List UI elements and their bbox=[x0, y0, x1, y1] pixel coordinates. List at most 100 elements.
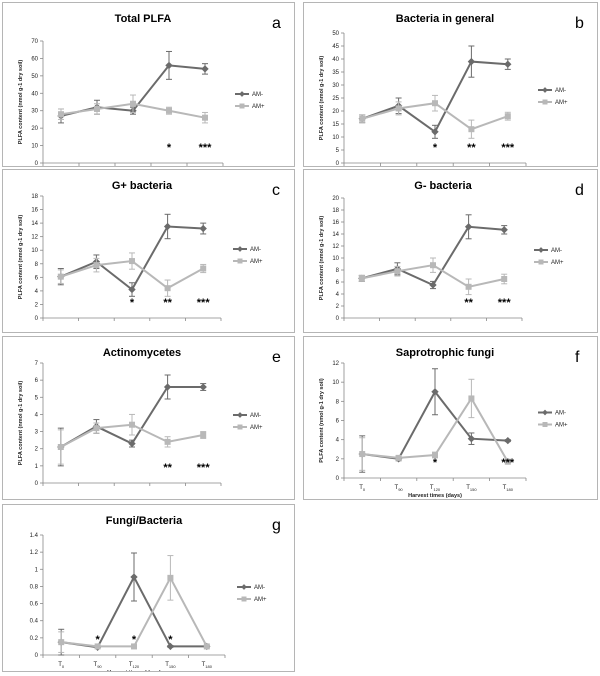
significance-marker: * bbox=[433, 457, 438, 469]
y-tick-label: 6 bbox=[336, 280, 340, 286]
y-tick-label: 1.4 bbox=[30, 533, 39, 539]
y-tick-label: 16 bbox=[31, 208, 38, 214]
data-point-AM+ bbox=[200, 265, 207, 272]
data-point-AM+ bbox=[432, 100, 438, 107]
data-point-AM+ bbox=[395, 105, 402, 112]
chart-title: Bacteria in general bbox=[396, 13, 494, 25]
y-tick-label: 14 bbox=[332, 232, 339, 238]
legend-label: AM+ bbox=[551, 260, 564, 266]
y-tick-label: 1 bbox=[35, 464, 39, 470]
y-tick-label: 18 bbox=[31, 194, 38, 200]
significance-marker: *** bbox=[498, 297, 512, 309]
data-point-AM+ bbox=[57, 444, 64, 450]
significance-marker: * bbox=[433, 142, 438, 154]
data-point-AM+ bbox=[468, 126, 475, 133]
legend-label: AM+ bbox=[254, 597, 267, 603]
x-axis-label: Harvest times (days) bbox=[107, 670, 161, 671]
y-tick-label: 20 bbox=[31, 126, 38, 132]
panel-letter: a bbox=[272, 15, 281, 32]
data-point-AM- bbox=[199, 383, 207, 391]
legend-marker bbox=[538, 247, 544, 253]
significance-marker: *** bbox=[199, 142, 213, 154]
legend-marker bbox=[241, 596, 247, 602]
data-point-AM+ bbox=[200, 432, 207, 438]
legend-label: AM- bbox=[555, 411, 566, 417]
y-tick-label: 12 bbox=[31, 235, 38, 241]
legend-marker bbox=[542, 99, 548, 105]
data-point-AM+ bbox=[93, 425, 100, 432]
data-point-AM+ bbox=[130, 100, 136, 107]
x-tick-label: T0 bbox=[359, 485, 366, 492]
x-tick-label: T120 bbox=[430, 485, 441, 492]
data-point-AM+ bbox=[93, 262, 100, 269]
y-tick-label: 20 bbox=[332, 196, 339, 202]
y-tick-label: 1 bbox=[35, 567, 39, 573]
data-point-AM+ bbox=[465, 283, 472, 290]
y-tick-label: 0 bbox=[35, 653, 39, 659]
y-tick-label: 0 bbox=[336, 161, 340, 166]
y-tick-label: 2 bbox=[35, 447, 39, 453]
y-axis-label: PLFA content (nmol g-1 dry soil) bbox=[319, 378, 325, 463]
panel-letter: f bbox=[575, 349, 580, 366]
y-tick-label: 10 bbox=[31, 248, 38, 254]
chart-svg: Fungi/Bacteria g 0 0.2 0.4 0.6 0.8 1 1.2 1.4 T0 T90… bbox=[30, 515, 281, 671]
x-tick-label: T120 bbox=[129, 662, 140, 669]
significance-marker: ** bbox=[163, 462, 172, 474]
y-tick-label: 0.2 bbox=[30, 636, 39, 642]
data-point-AM+ bbox=[57, 273, 64, 280]
data-point-AM+ bbox=[164, 438, 171, 445]
significance-marker: * bbox=[132, 634, 137, 646]
legend-marker bbox=[237, 246, 243, 252]
y-tick-label: 2 bbox=[336, 304, 340, 310]
panel-actinomycetes: Actinomycetes e 0 1 2 3 4 5 6 7 PLFA content (nmol… bbox=[2, 336, 295, 500]
chart-title: Fungi/Bacteria bbox=[106, 515, 183, 527]
y-tick-label: 0 bbox=[35, 316, 39, 322]
legend-marker bbox=[542, 87, 548, 93]
y-tick-label: 14 bbox=[31, 221, 38, 227]
y-axis-label: PLFA content (nmol g-1 dry soil) bbox=[18, 60, 24, 145]
data-point-AM+ bbox=[504, 458, 511, 465]
y-tick-label: 30 bbox=[31, 109, 38, 115]
data-point-AM+ bbox=[501, 276, 508, 282]
significance-marker: *** bbox=[197, 297, 211, 309]
y-tick-label: 40 bbox=[332, 57, 339, 63]
data-point-AM- bbox=[130, 573, 138, 581]
panel-letter: d bbox=[575, 182, 584, 199]
chart-title: Actinomycetes bbox=[103, 347, 181, 359]
y-tick-label: 20 bbox=[332, 109, 339, 115]
data-point-AM+ bbox=[359, 115, 366, 122]
y-tick-label: 5 bbox=[336, 148, 340, 154]
y-tick-label: 0 bbox=[35, 481, 39, 487]
data-point-AM+ bbox=[164, 285, 171, 292]
data-point-AM- bbox=[128, 439, 136, 448]
y-tick-label: 4 bbox=[35, 289, 39, 295]
data-point-AM+ bbox=[395, 454, 402, 461]
y-axis-label: PLFA content (nmol g-1 dry soil) bbox=[18, 381, 24, 466]
chart-svg: Bacteria in general b 0 5 10 15 20 25 30 35 40 45 50… bbox=[319, 13, 584, 166]
data-point-AM+ bbox=[468, 395, 475, 402]
legend-label: AM- bbox=[254, 585, 265, 591]
legend-marker bbox=[237, 412, 243, 418]
y-tick-label: 40 bbox=[31, 91, 38, 97]
significance-marker: * bbox=[95, 634, 100, 646]
legend-marker bbox=[237, 258, 243, 264]
data-point-AM+ bbox=[131, 643, 137, 650]
significance-marker: ** bbox=[464, 297, 473, 309]
chart-svg: Saprotrophic fungi f 0 2 4 6 8 10 12 T0 T90 T120 T15… bbox=[319, 347, 580, 499]
significance-marker: * bbox=[130, 297, 135, 309]
y-tick-label: 50 bbox=[31, 74, 38, 80]
data-point-AM- bbox=[504, 60, 512, 68]
significance-marker: * bbox=[167, 142, 172, 154]
x-tick-label: T180 bbox=[202, 662, 213, 669]
data-point-AM+ bbox=[202, 114, 208, 121]
y-axis-label: PLFA content (nmol g-1 dry soil) bbox=[319, 56, 325, 141]
x-tick-label: T180 bbox=[503, 485, 514, 492]
legend-marker bbox=[237, 424, 243, 430]
y-tick-label: 12 bbox=[332, 244, 339, 250]
y-tick-label: 50 bbox=[332, 31, 339, 37]
x-tick-label: T150 bbox=[466, 485, 477, 492]
y-tick-label: 0 bbox=[336, 316, 340, 322]
y-tick-label: 18 bbox=[332, 208, 339, 214]
significance-marker: *** bbox=[197, 462, 211, 474]
data-point-AM+ bbox=[504, 113, 511, 120]
